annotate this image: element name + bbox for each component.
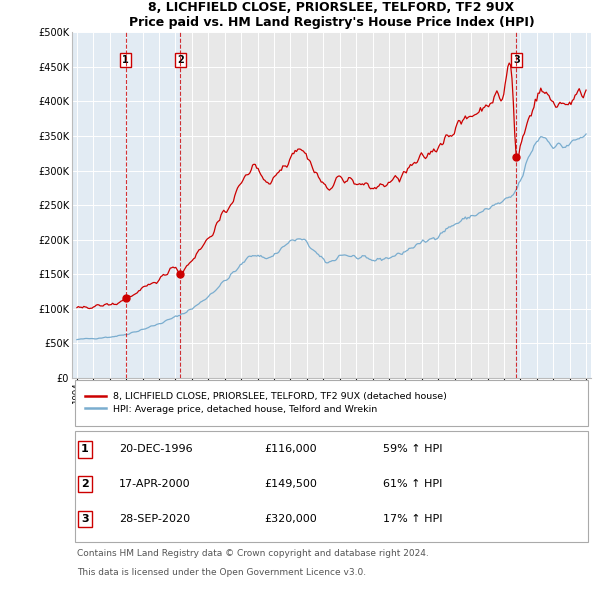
Bar — [126, 32, 180, 378]
Text: 17-APR-2000: 17-APR-2000 — [119, 479, 190, 489]
Text: 3: 3 — [513, 55, 520, 65]
FancyBboxPatch shape — [74, 431, 589, 542]
Bar — [72, 32, 126, 378]
Legend: 8, LICHFIELD CLOSE, PRIORSLEE, TELFORD, TF2 9UX (detached house), HPI: Average p: 8, LICHFIELD CLOSE, PRIORSLEE, TELFORD, … — [82, 389, 450, 417]
Text: £116,000: £116,000 — [264, 444, 317, 454]
Text: 1: 1 — [81, 444, 89, 454]
FancyBboxPatch shape — [74, 380, 589, 426]
Text: This data is licensed under the Open Government Licence v3.0.: This data is licensed under the Open Gov… — [77, 568, 367, 576]
Text: 28-SEP-2020: 28-SEP-2020 — [119, 514, 190, 525]
Title: 8, LICHFIELD CLOSE, PRIORSLEE, TELFORD, TF2 9UX
Price paid vs. HM Land Registry': 8, LICHFIELD CLOSE, PRIORSLEE, TELFORD, … — [128, 1, 535, 28]
Text: 1: 1 — [122, 55, 129, 65]
Bar — [516, 32, 591, 378]
Text: 2: 2 — [177, 55, 184, 65]
Text: 17% ↑ HPI: 17% ↑ HPI — [383, 514, 443, 525]
Text: 20-DEC-1996: 20-DEC-1996 — [119, 444, 193, 454]
Text: 59% ↑ HPI: 59% ↑ HPI — [383, 444, 443, 454]
Text: 2: 2 — [81, 479, 89, 489]
Text: 61% ↑ HPI: 61% ↑ HPI — [383, 479, 443, 489]
Text: £149,500: £149,500 — [264, 479, 317, 489]
Text: Contains HM Land Registry data © Crown copyright and database right 2024.: Contains HM Land Registry data © Crown c… — [77, 549, 429, 558]
Text: 3: 3 — [81, 514, 89, 525]
Text: £320,000: £320,000 — [264, 514, 317, 525]
